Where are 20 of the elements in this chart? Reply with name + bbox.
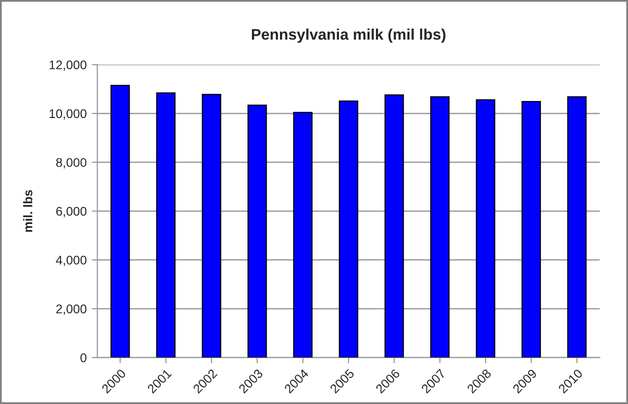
y-tick-label: 0 xyxy=(80,353,86,362)
y-tick-label: 6,000 xyxy=(56,206,86,218)
bar xyxy=(430,96,450,358)
bar xyxy=(293,112,313,358)
bar xyxy=(384,94,404,358)
bar xyxy=(522,100,541,358)
bar xyxy=(476,99,496,358)
y-tick-label: 4,000 xyxy=(56,256,86,266)
y-tick-label: 10,000 xyxy=(50,109,86,120)
bar xyxy=(248,104,267,358)
bar xyxy=(156,92,176,358)
bar xyxy=(338,100,358,358)
y-tick-label: 12,000 xyxy=(50,60,86,71)
bar xyxy=(567,96,587,358)
y-tick-label: 2,000 xyxy=(56,304,86,315)
bar xyxy=(202,94,222,358)
y-tick-label: 8,000 xyxy=(56,158,86,168)
bar xyxy=(110,84,130,358)
chart-title: Pennsylvania milk (mil lbs) xyxy=(252,28,446,43)
y-axis-title: mil. lbs xyxy=(23,190,32,232)
